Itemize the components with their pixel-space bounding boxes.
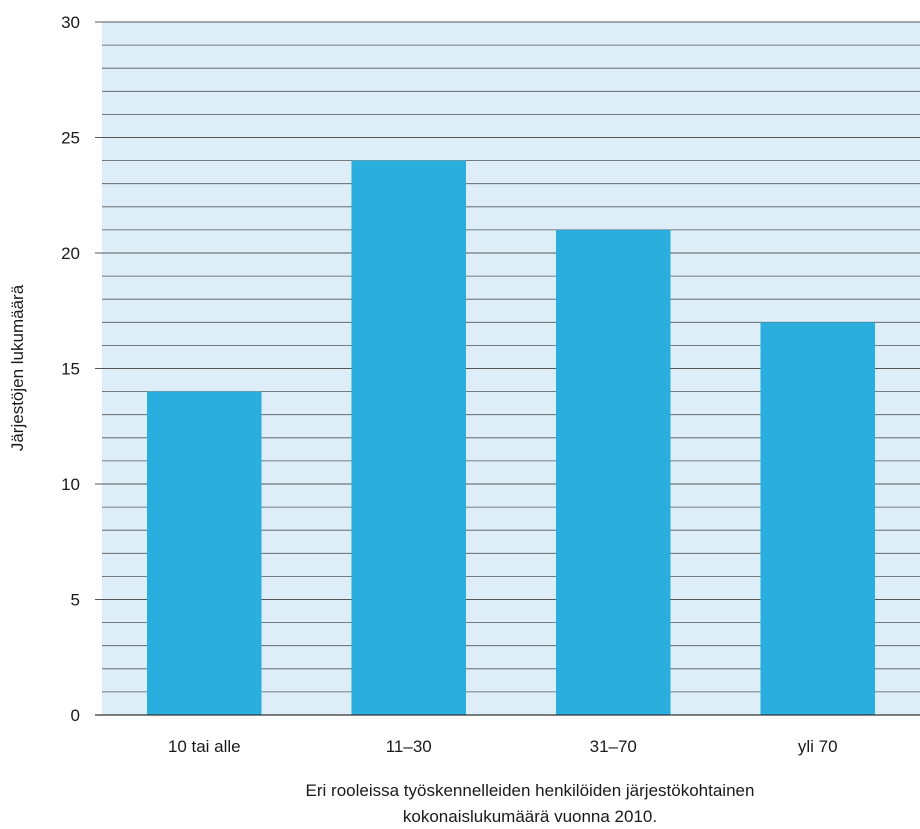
x-tick-labels: 10 tai alle 11–30 31–70 yli 70 (168, 737, 838, 756)
y-axis-title: Järjestöjen lukumäärä (8, 284, 27, 451)
y-tick-label: 10 (61, 475, 80, 494)
y-tick-label: 15 (61, 360, 80, 379)
x-tick-label: 10 tai alle (168, 737, 241, 756)
y-tick-label: 25 (61, 129, 80, 148)
y-tick-label: 0 (71, 706, 80, 725)
x-tick-label: yli 70 (798, 737, 838, 756)
x-axis-title-line-2: kokonaislukumäärä vuonna 2010. (403, 807, 657, 826)
x-tick-label: 31–70 (590, 737, 637, 756)
x-axis-title-line-1: Eri rooleissa työskennelleiden henkilöid… (306, 781, 755, 800)
bar (760, 322, 875, 715)
y-tick-label: 30 (61, 13, 80, 32)
y-tick-label: 5 (71, 591, 80, 610)
bar (556, 230, 671, 715)
bar (147, 392, 262, 715)
x-tick-label: 11–30 (386, 737, 432, 756)
y-tick-labels: 0 5 10 15 20 25 30 (61, 13, 80, 725)
bar (351, 161, 466, 715)
y-tick-label: 20 (61, 244, 80, 263)
